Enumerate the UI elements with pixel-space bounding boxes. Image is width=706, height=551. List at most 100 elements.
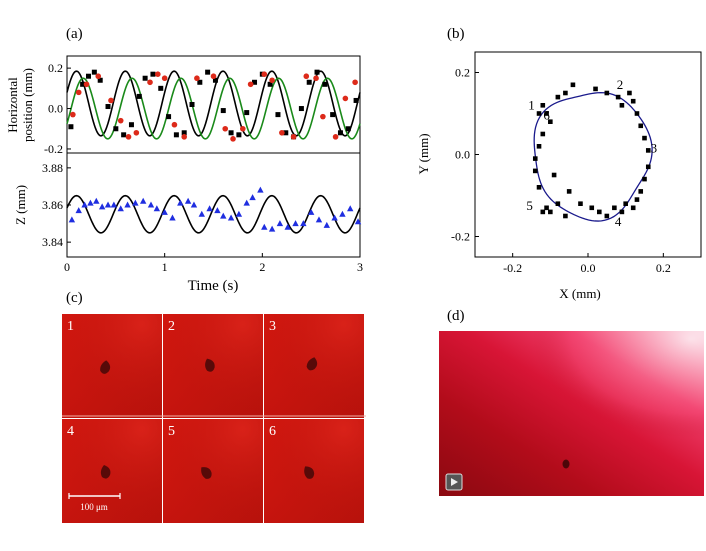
horizontal-square-point (91, 69, 97, 75)
horizontal-circle-point (303, 73, 310, 80)
particle-blob (205, 358, 215, 372)
z-triangle-point (315, 216, 323, 223)
xy-annotation-1: 1 (528, 97, 535, 112)
horizontal-square-point (158, 85, 164, 91)
particle-blob (304, 466, 315, 479)
z-triangle-point (68, 216, 76, 223)
horizontal-square-point (267, 81, 273, 87)
horizontal-square-point (205, 69, 211, 75)
horizontal-square-point (212, 77, 218, 83)
horizontal-circle-point (171, 121, 178, 128)
horizontal-circle-point (247, 81, 254, 88)
z-triangle-point (249, 194, 256, 201)
z-triangle-point (257, 186, 264, 193)
xy-trajectory-plot: 16 2 3 4 5 -0.2 0.0 0.2 0.2 0.0 -0.2 Y (mm) X (mm… (416, 51, 702, 301)
horizontal-circle-point (210, 73, 217, 80)
z-triangle-point (292, 220, 299, 227)
z-triangle-point (198, 210, 205, 217)
horizontal-square-point (85, 73, 91, 79)
z-triangle-point (354, 218, 362, 225)
horizontal-square-point (298, 106, 304, 112)
horizontal-square-point (330, 112, 336, 118)
xy-square-point (544, 205, 549, 211)
z-triangle-point (75, 207, 82, 214)
xy-square-point (612, 205, 617, 211)
horizontal-circle-point (230, 136, 236, 142)
horizontal-square-point (283, 130, 289, 136)
xy-square-point (589, 205, 595, 211)
xy-ytick-label: 0.0 (455, 148, 470, 162)
horizontal-square-point (345, 126, 351, 132)
xy-square-point (540, 131, 546, 137)
frame-glow (163, 419, 263, 523)
horizontal-circle-point (75, 89, 82, 96)
z-triangle-point (307, 208, 315, 215)
xy-square-point (578, 201, 583, 206)
panel-label-a: (a) (66, 26, 83, 42)
z-position-plot: 3.88 3.86 3.840 1 2 3 Z (mm) Time (s) (13, 152, 363, 294)
horizontal-circle-point (117, 117, 124, 124)
xy-square-point (532, 156, 538, 161)
time-xtick-label: 3 (357, 260, 363, 274)
z-triangle-point (284, 223, 291, 230)
z-triangle-point (147, 201, 155, 208)
horizontal-circle-point (95, 73, 102, 80)
play-button[interactable] (445, 473, 463, 491)
z-triangle-point (87, 199, 94, 206)
z-triangle-point (276, 220, 284, 227)
frame-glow (62, 314, 162, 418)
horizontal-square-point (181, 130, 187, 136)
horizontal-square-point (252, 79, 258, 85)
horizontal-square-point (189, 102, 195, 107)
xy-square-point (540, 103, 546, 108)
horizontal-ytick-label: 0.0 (48, 102, 63, 116)
horizontal-circle-point (290, 134, 297, 140)
xy-square-point (563, 213, 568, 219)
video-frame (439, 331, 704, 496)
z-triangle-point (300, 220, 307, 227)
xy-square-point (619, 103, 625, 108)
time-xtick-label: 1 (162, 260, 168, 274)
horizontal-circle-point (125, 134, 132, 140)
frame-1: 1 (62, 314, 162, 418)
horizontal-square-point (197, 79, 203, 85)
z-triangle-point (331, 214, 338, 221)
horizontal-square-point (220, 108, 226, 114)
xy-xtick-label: -0.2 (503, 261, 522, 275)
frame-number: 1 (67, 319, 74, 334)
z-triangle-point (347, 205, 354, 212)
horizontal-circle-point (194, 75, 200, 82)
horizontal-square-point (353, 97, 359, 103)
xy-square-point (604, 90, 610, 96)
horizontal-square-point (97, 77, 103, 83)
z-triangle-point (206, 205, 213, 212)
z-triangle-point (190, 201, 198, 208)
xy-square-point (634, 111, 640, 116)
xy-square-point (642, 176, 647, 182)
xy-square-point (555, 94, 561, 100)
horizontal-circle-point (261, 71, 268, 77)
xy-annotation-6: 6 (543, 108, 550, 123)
xy-square-point (645, 148, 651, 153)
xy-square-point (566, 189, 572, 194)
horizontal-ylabel-line1: Horizontal (5, 77, 20, 133)
horizontal-square-point (306, 79, 312, 85)
xy-square-point (544, 111, 549, 116)
horizontal-square-point (142, 75, 148, 81)
z-triangle-point (98, 203, 106, 210)
horizontal-circle-point (240, 125, 246, 132)
z-plot-frame (66, 152, 361, 258)
z-triangle-point (184, 197, 192, 204)
horizontal-square-point (173, 132, 179, 138)
x-axis-label: X (mm) (559, 286, 601, 301)
z-ylabel: Z (mm) (13, 185, 28, 225)
time-xtick-label: 2 (259, 260, 265, 274)
xy-square-point (536, 111, 542, 116)
horizontal-square-point (228, 130, 234, 136)
z-triangle-point (153, 205, 161, 212)
frame-number: 2 (168, 319, 175, 334)
xy-square-point (540, 209, 546, 215)
horizontal-square-point (322, 81, 328, 87)
horizontal-position-plot: 0.2 0.0 -0.2 Horizontal position (mm) (5, 55, 361, 156)
